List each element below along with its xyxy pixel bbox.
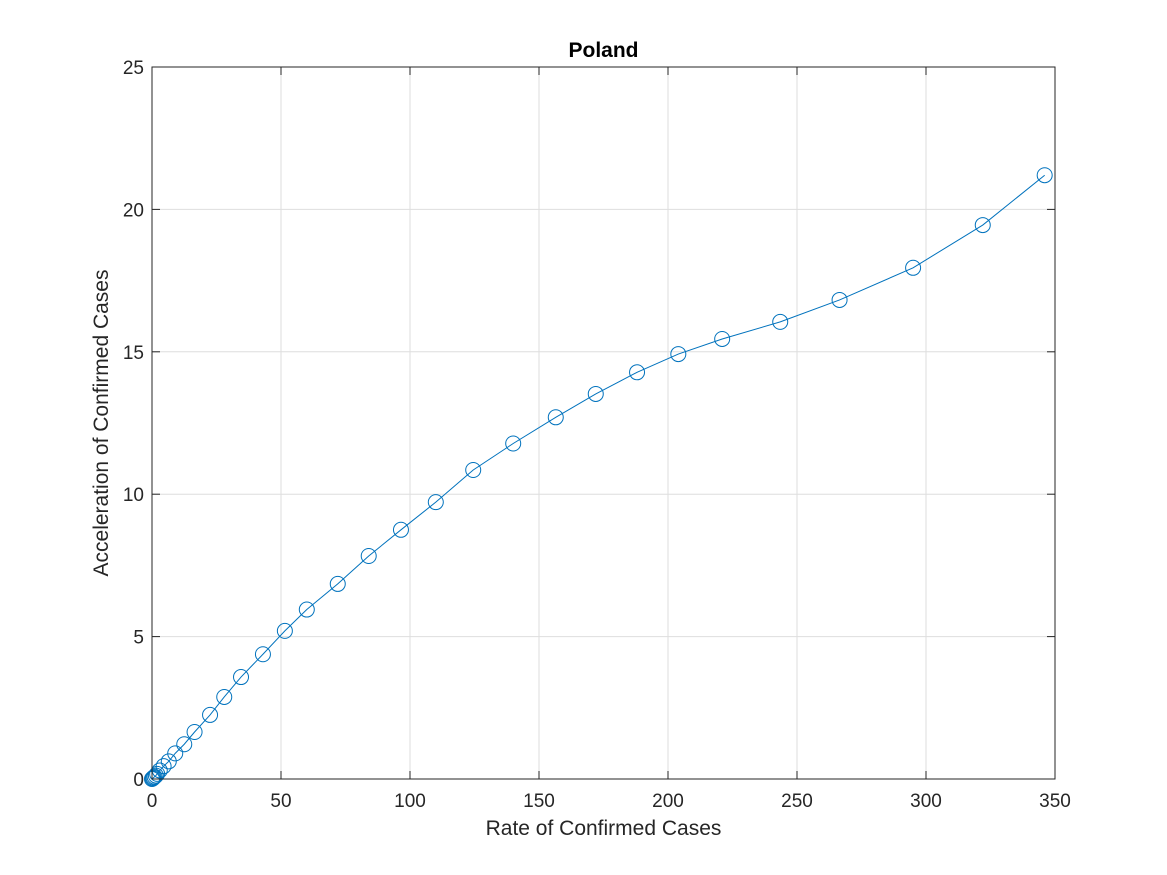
- data-point-marker: [629, 364, 646, 381]
- data-point-marker: [298, 601, 315, 618]
- data-point-marker: [547, 409, 564, 426]
- chart-title: Poland: [568, 39, 638, 62]
- x-tick-label: 150: [523, 791, 555, 812]
- y-tick-label: 5: [133, 628, 144, 649]
- data-point-marker: [167, 745, 184, 762]
- data-point-marker: [831, 291, 848, 308]
- data-point-marker: [176, 736, 193, 753]
- data-point-marker: [427, 494, 444, 511]
- data-point-marker: [216, 688, 233, 705]
- y-axis-label: Acceleration of Confirmed Cases: [90, 270, 113, 577]
- data-point-marker: [714, 330, 731, 347]
- data-point-marker: [155, 758, 172, 775]
- data-point-marker: [772, 313, 789, 330]
- data-point-marker: [1036, 167, 1053, 184]
- data-point-marker: [276, 622, 293, 639]
- data-point-marker: [146, 768, 163, 785]
- axes-box: [151, 66, 1056, 780]
- y-tick-label: 25: [123, 58, 144, 79]
- y-tick-label: 10: [123, 485, 144, 506]
- data-point-marker: [160, 753, 177, 770]
- x-tick-label: 0: [147, 791, 158, 812]
- data-point-marker: [186, 724, 203, 741]
- data-point-marker: [974, 217, 991, 234]
- plot-background: [152, 67, 1055, 779]
- x-tick-label: 200: [652, 791, 684, 812]
- y-tick-label: 0: [133, 770, 144, 791]
- x-tick-label: 100: [394, 791, 426, 812]
- data-point-marker: [505, 435, 522, 452]
- x-tick-label: 350: [1039, 791, 1071, 812]
- x-tick-label: 300: [910, 791, 942, 812]
- y-tick-label: 15: [123, 343, 144, 364]
- data-point-marker: [360, 548, 377, 565]
- x-axis-label: Rate of Confirmed Cases: [486, 817, 722, 840]
- data-point-marker: [329, 575, 346, 592]
- series-layer: [144, 167, 1053, 787]
- x-tick-label: 250: [781, 791, 813, 812]
- x-tick-label: 50: [270, 791, 291, 812]
- data-point-marker: [465, 461, 482, 478]
- data-point-marker: [905, 259, 922, 276]
- data-point-marker: [670, 346, 687, 363]
- data-point-marker: [202, 706, 219, 723]
- data-point-marker: [254, 646, 271, 663]
- y-tick-label: 20: [123, 200, 144, 221]
- data-point-marker: [233, 669, 250, 686]
- ticks: 0 50 100 150 200 250 300 350 0 5 10 15 20 25: [123, 58, 1071, 812]
- data-point-marker: [587, 385, 604, 402]
- data-point-marker: [392, 521, 409, 538]
